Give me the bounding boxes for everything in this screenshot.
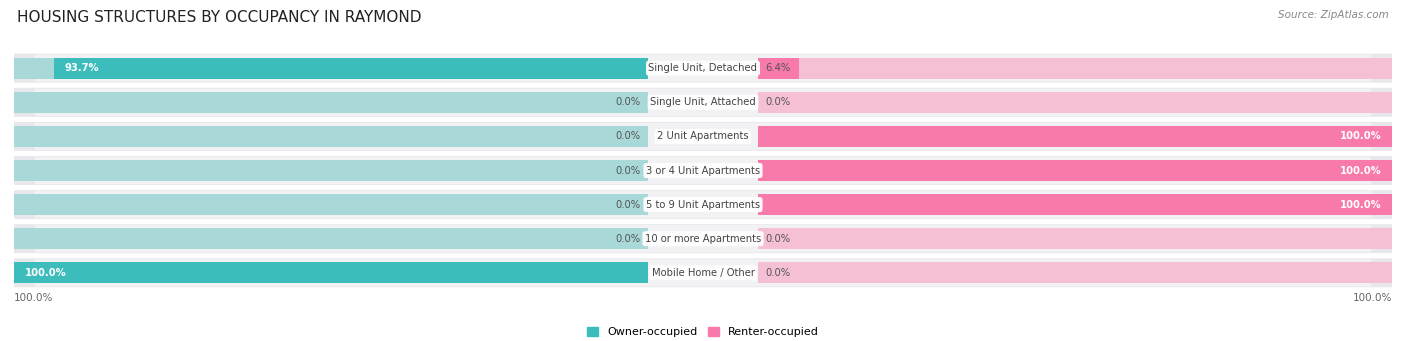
Bar xyxy=(53,58,648,79)
Text: 0.0%: 0.0% xyxy=(616,165,641,176)
Bar xyxy=(758,126,1392,147)
Legend: Owner-occupied, Renter-occupied: Owner-occupied, Renter-occupied xyxy=(582,323,824,341)
Bar xyxy=(14,58,648,79)
FancyBboxPatch shape xyxy=(14,156,1392,185)
Bar xyxy=(14,262,648,283)
Bar xyxy=(758,262,1392,283)
Text: 100.0%: 100.0% xyxy=(24,268,66,278)
FancyBboxPatch shape xyxy=(35,157,1371,184)
FancyBboxPatch shape xyxy=(35,55,1371,82)
Text: 0.0%: 0.0% xyxy=(616,97,641,107)
Bar xyxy=(14,194,648,215)
Text: 2 Unit Apartments: 2 Unit Apartments xyxy=(657,131,749,142)
Text: 6.4%: 6.4% xyxy=(765,63,790,73)
Bar xyxy=(758,228,1392,249)
Bar xyxy=(14,126,648,147)
Bar xyxy=(14,92,648,113)
FancyBboxPatch shape xyxy=(35,225,1371,252)
FancyBboxPatch shape xyxy=(35,259,1371,286)
Bar xyxy=(14,160,648,181)
FancyBboxPatch shape xyxy=(14,122,1392,151)
Bar xyxy=(758,126,1392,147)
Text: 100.0%: 100.0% xyxy=(14,293,53,303)
Text: HOUSING STRUCTURES BY OCCUPANCY IN RAYMOND: HOUSING STRUCTURES BY OCCUPANCY IN RAYMO… xyxy=(17,10,422,25)
Text: Mobile Home / Other: Mobile Home / Other xyxy=(651,268,755,278)
Text: 100.0%: 100.0% xyxy=(1340,131,1382,142)
Text: 100.0%: 100.0% xyxy=(1340,199,1382,210)
Bar xyxy=(14,228,648,249)
Text: 10 or more Apartments: 10 or more Apartments xyxy=(645,234,761,244)
Text: Single Unit, Attached: Single Unit, Attached xyxy=(650,97,756,107)
FancyBboxPatch shape xyxy=(35,89,1371,116)
Text: 3 or 4 Unit Apartments: 3 or 4 Unit Apartments xyxy=(645,165,761,176)
Text: 100.0%: 100.0% xyxy=(1353,293,1392,303)
Bar xyxy=(758,194,1392,215)
FancyBboxPatch shape xyxy=(14,190,1392,219)
FancyBboxPatch shape xyxy=(35,123,1371,150)
Bar xyxy=(758,160,1392,181)
FancyBboxPatch shape xyxy=(14,54,1392,83)
FancyBboxPatch shape xyxy=(35,191,1371,218)
Text: 0.0%: 0.0% xyxy=(765,268,790,278)
Bar xyxy=(14,262,648,283)
Text: Single Unit, Detached: Single Unit, Detached xyxy=(648,63,758,73)
Text: 5 to 9 Unit Apartments: 5 to 9 Unit Apartments xyxy=(645,199,761,210)
FancyBboxPatch shape xyxy=(14,258,1392,287)
Bar xyxy=(758,92,1392,113)
Bar xyxy=(758,160,1392,181)
Text: 0.0%: 0.0% xyxy=(616,234,641,244)
Bar xyxy=(758,194,1392,215)
FancyBboxPatch shape xyxy=(14,88,1392,117)
Bar xyxy=(758,58,1392,79)
Text: 0.0%: 0.0% xyxy=(765,97,790,107)
Bar xyxy=(758,58,799,79)
Text: 0.0%: 0.0% xyxy=(765,234,790,244)
Text: 93.7%: 93.7% xyxy=(65,63,98,73)
Text: Source: ZipAtlas.com: Source: ZipAtlas.com xyxy=(1278,10,1389,20)
FancyBboxPatch shape xyxy=(14,224,1392,253)
Text: 0.0%: 0.0% xyxy=(616,131,641,142)
Text: 0.0%: 0.0% xyxy=(616,199,641,210)
Text: 100.0%: 100.0% xyxy=(1340,165,1382,176)
